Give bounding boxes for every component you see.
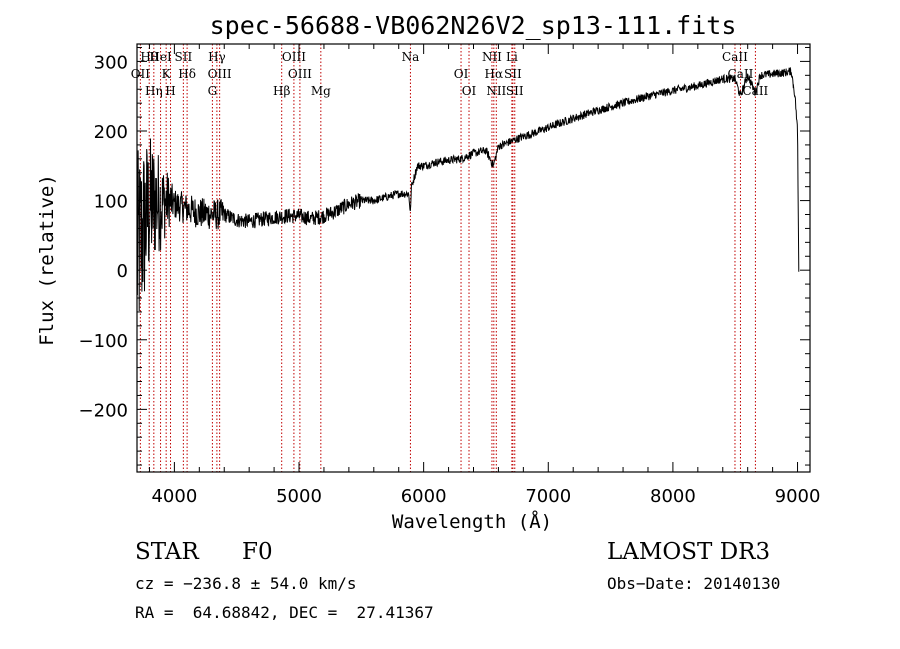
line-marker-label: OII <box>131 67 151 81</box>
line-marker-label: OIII <box>288 67 312 81</box>
line-marker-label: Na <box>402 50 420 64</box>
y-tick-label: 0 <box>117 261 128 282</box>
y-tick-label: 300 <box>94 52 128 73</box>
line-marker-label: HeI <box>149 50 172 64</box>
line-marker-label: OI <box>454 67 469 81</box>
x-tick-label: 9000 <box>775 486 821 507</box>
line-markers <box>139 44 756 472</box>
line-marker-label: NII <box>486 84 506 98</box>
line-marker-label: Hη <box>145 84 163 98</box>
subclass-label: F0 <box>242 539 273 565</box>
y-tick-label: −200 <box>79 400 128 421</box>
y-tick-label: 200 <box>94 122 128 143</box>
line-marker-label: SII <box>175 50 193 64</box>
x-tick-label: 6000 <box>401 486 447 507</box>
obsdate-text: Obs−Date: 20140130 <box>607 574 781 593</box>
x-axis-label: Wavelength (Å) <box>392 510 552 533</box>
x-tick-label: 4000 <box>151 486 197 507</box>
line-marker-label: CaII <box>722 50 748 64</box>
line-marker-label: G <box>208 84 218 98</box>
line-marker-label: Hδ <box>178 67 196 81</box>
line-marker-label: Hγ <box>208 50 226 64</box>
chart-title: spec-56688-VB062N26V2_sp13-111.fits <box>210 11 737 40</box>
x-tick-label: 8000 <box>650 486 696 507</box>
line-marker-label: OIII <box>282 50 306 64</box>
line-marker-label: Hβ <box>273 84 290 98</box>
line-marker-label: H <box>165 84 175 98</box>
line-marker-labels: Hθ OII Hη HeI KH SII Hδ G Hγ OIII Hβ OIII OIII Mg Na OI… <box>131 50 769 98</box>
y-tick-label: −100 <box>79 331 128 352</box>
radec-text: RA = 64.68842, DEC = 27.41367 <box>135 603 434 622</box>
plot-frame <box>136 43 811 473</box>
y-tick-label: 100 <box>94 192 128 213</box>
x-ticks: 4000 5000 6000 7000 8000 9000 <box>148 44 821 507</box>
class-label: STAR <box>135 539 199 565</box>
y-ticks: −200 −100 0 100 200 300 <box>79 46 810 466</box>
x-tick-label: 5000 <box>276 486 322 507</box>
x-tick-label: 7000 <box>525 486 571 507</box>
survey-label: LAMOST DR3 <box>607 539 771 565</box>
line-marker-label: OI <box>462 84 477 98</box>
y-axis-label: Flux (relative) <box>36 174 58 346</box>
cz-text: cz = −236.8 ± 54.0 km/s <box>135 574 357 593</box>
line-marker-label: Li <box>506 50 518 64</box>
line-marker-label: OIII <box>208 67 232 81</box>
line-marker-label: Hθ <box>140 50 158 64</box>
line-marker-label: Mg <box>311 84 331 98</box>
line-marker-label: NII <box>482 50 502 64</box>
line-marker-label: SII <box>506 84 524 98</box>
spectrum-series <box>136 67 800 312</box>
spectrum-line <box>136 67 800 312</box>
line-marker-label: SII <box>504 67 522 81</box>
line-marker-label: K <box>162 67 172 81</box>
line-marker-label: Hα <box>485 67 504 81</box>
